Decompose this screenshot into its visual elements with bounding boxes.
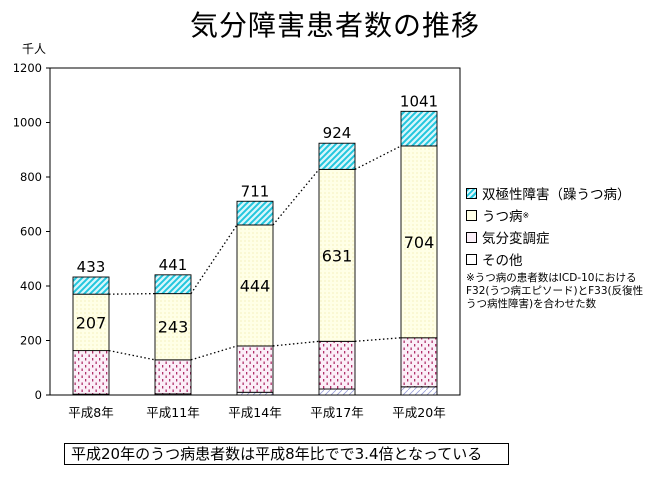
total-value-label: 1041 (400, 92, 438, 110)
x-axis-tick-labels: 平成8年 平成11年 平成14年 平成17年 平成20年 (68, 405, 445, 420)
legend-swatch-dysthymia (466, 231, 477, 243)
legend-item-bipolar: 双極性障害（躁うつ病） (466, 182, 666, 204)
data-labels: 433 207 441 243 711 444 924 631 1041 704 (76, 92, 438, 336)
bar-segment-bipolar (236, 200, 274, 226)
legend-footnote-mark: ※ (522, 210, 530, 220)
legend-swatch-bipolar (466, 187, 477, 199)
bar-segment-bipolar (154, 274, 192, 295)
conclusion-text-box: 平成20年のうつ病患者数は平成8年比でで3.4倍となっている (64, 443, 509, 465)
legend-swatch-other (466, 253, 477, 265)
bar-segment-depression (236, 224, 274, 347)
bar-segment-dysthymia (72, 350, 110, 395)
connector-line-segment (108, 292, 156, 295)
total-value-label: 711 (241, 182, 270, 200)
stacked-bar-chart: 0 200 400 600 800 1000 1200 433 207 441 243 711 444… (13, 61, 461, 420)
depression-value-label: 207 (76, 313, 107, 332)
connector-line-segment (272, 340, 320, 347)
legend: 双極性障害（躁うつ病） うつ病 ※ 気分変調症 その他 ※うつ病の患者数はICD-… (466, 182, 666, 311)
depression-value-label: 704 (404, 233, 435, 252)
legend-label-other: その他 (482, 253, 523, 269)
y-tick-label: 600 (20, 225, 42, 239)
bar-segment-bipolar (400, 110, 438, 147)
bar-segment-other (318, 388, 356, 396)
legend-item-other: その他 (466, 248, 666, 270)
connector-line-segment (354, 337, 402, 342)
legend-item-dysthymia: 気分変調症 (466, 226, 666, 248)
bar-segment-dysthymia (236, 345, 274, 393)
bars (72, 110, 438, 396)
y-tick-label: 800 (20, 170, 42, 184)
total-value-label: 924 (323, 124, 352, 142)
connector-line-segment (190, 345, 238, 361)
x-tick-label: 平成17年 (310, 405, 363, 420)
legend-label-dysthymia: 気分変調症 (482, 231, 550, 247)
x-tick-label: 平成11年 (146, 405, 199, 420)
bar-segment-dysthymia (400, 337, 438, 388)
x-tick-label: 平成8年 (68, 405, 113, 420)
y-tick-label: 1200 (13, 61, 42, 75)
y-tick-label: 0 (35, 388, 42, 402)
footnote-line: ※うつ病の患者数はICD-10における (466, 272, 637, 284)
footnote-line: うつ病性障害)を合わせた数 (466, 298, 597, 310)
total-value-label: 441 (159, 256, 188, 274)
legend-swatch-depression (466, 209, 477, 221)
bar-segment-depression (400, 145, 438, 339)
depression-value-label: 631 (322, 246, 353, 265)
legend-item-depression: うつ病 ※ (466, 204, 666, 226)
x-tick-label: 平成14年 (228, 405, 281, 420)
bar-segment-depression (72, 293, 110, 352)
y-axis-unit-label: 千人 (22, 42, 47, 56)
page-title: 気分障害患者数の推移 (189, 9, 480, 42)
connector-lines (108, 145, 402, 361)
x-tick-label: 平成20年 (392, 405, 445, 420)
bar-segment-bipolar (72, 276, 110, 295)
y-tick-label: 1000 (13, 116, 42, 130)
connector-line-segment (108, 349, 156, 361)
bar-segment-dysthymia (154, 359, 192, 395)
depression-value-label: 444 (240, 276, 271, 295)
connector-line-segment (272, 168, 320, 226)
total-value-label: 433 (77, 258, 106, 276)
legend-label-depression: うつ病 (482, 209, 523, 225)
connector-line-segment (354, 145, 402, 170)
legend-label-bipolar: 双極性障害（躁うつ病） (482, 187, 631, 203)
bar-segment-depression (154, 293, 192, 361)
y-axis-ticks: 0 200 400 600 800 1000 1200 (13, 61, 50, 402)
depression-value-label: 243 (158, 318, 189, 337)
y-tick-label: 200 (20, 334, 42, 348)
y-tick-label: 400 (20, 279, 42, 293)
bar-segment-depression (318, 168, 356, 342)
bar-segment-other (400, 386, 438, 396)
bar-segment-bipolar (318, 142, 356, 170)
footnote: ※うつ病の患者数はICD-10における F32(うつ病エピソード)とF33(反復… (466, 272, 666, 311)
bar-segment-dysthymia (318, 340, 356, 390)
connector-line-segment (190, 224, 238, 294)
footnote-line: F32(うつ病エピソード)とF33(反復性 (466, 285, 644, 297)
